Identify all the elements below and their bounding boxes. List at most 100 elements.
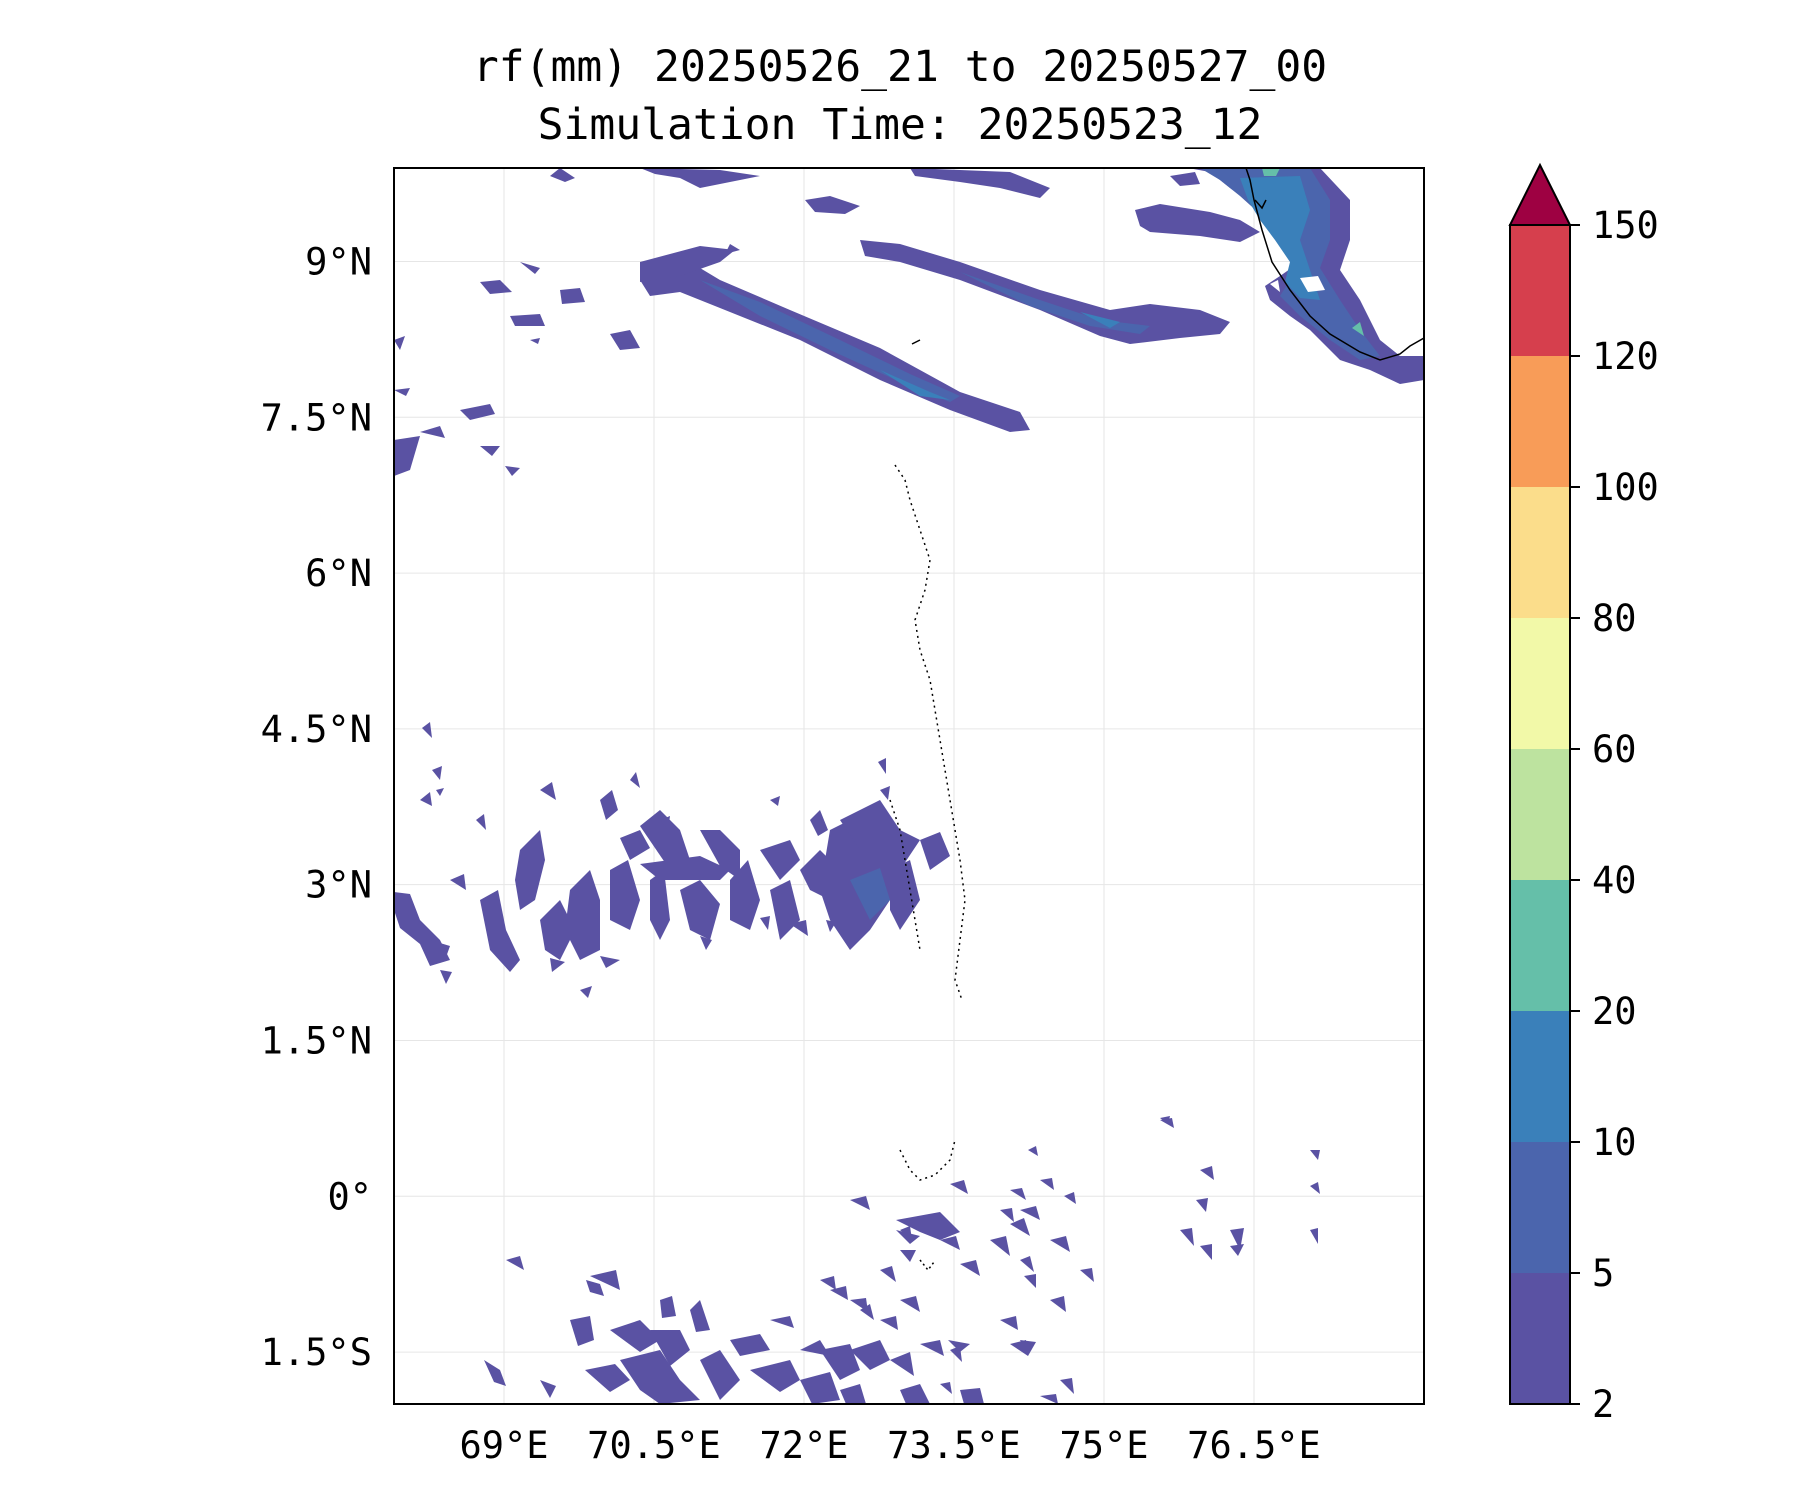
rain-band (394, 436, 420, 476)
rain-band (610, 330, 640, 350)
rain-band (850, 1298, 868, 1312)
rain-band (760, 840, 800, 880)
rain-band (620, 1350, 700, 1404)
rain-band (880, 786, 890, 800)
lon-tick-label: 69°E (459, 1424, 548, 1467)
rain-band (420, 426, 445, 438)
lat-tick-label: 7.5°N (261, 396, 372, 439)
rain-band (1200, 1166, 1214, 1180)
rain-band (900, 1384, 930, 1404)
rain-band (940, 1236, 960, 1250)
rain-band (580, 986, 592, 998)
rain-band (830, 1286, 848, 1300)
lon-tick-label: 75°E (1059, 1424, 1148, 1467)
rain-band (1000, 1208, 1014, 1222)
rain-band (896, 1230, 920, 1244)
rain-band (950, 1180, 968, 1194)
maldives-atolls (899, 1139, 956, 1181)
rain-band (900, 1296, 920, 1312)
rain-band (860, 240, 1230, 344)
colorbar-tick-label: 150 (1592, 204, 1659, 247)
rain-band (1000, 1316, 1018, 1330)
lat-tick-label: 9°N (305, 240, 372, 283)
rain-band (506, 1256, 524, 1270)
lat-tick-label: 3°N (305, 864, 372, 907)
rain-band (394, 388, 410, 396)
rain-band (878, 758, 886, 774)
rain-band (850, 1340, 890, 1370)
rain-band (770, 1316, 794, 1328)
rain-band (700, 1350, 740, 1400)
rain-band (850, 868, 890, 920)
colorbar-tick-label: 120 (1592, 335, 1659, 378)
colorbar: 2 5 10 20 40 60 80 100 120 150 (1508, 162, 1659, 1426)
colorbar-segment (1510, 1142, 1570, 1273)
colorbar-segment (1510, 1273, 1570, 1404)
rain-band (1010, 1218, 1030, 1236)
rain-band (940, 1382, 952, 1394)
rain-band (690, 1300, 710, 1332)
rain-band (420, 792, 432, 806)
rain-band (960, 1260, 980, 1276)
rain-band (805, 196, 860, 214)
rain-band (640, 810, 690, 870)
rain-band (700, 280, 960, 402)
rain-band (450, 874, 466, 890)
rain-band (1080, 1268, 1094, 1282)
rain-band (436, 788, 444, 796)
colorbar-segment (1510, 749, 1570, 880)
rain-band (820, 1344, 860, 1380)
rain-band (1352, 322, 1364, 336)
rain-band (515, 830, 545, 910)
rain-band (1010, 1340, 1028, 1356)
india-coastline (1245, 168, 1424, 361)
rainfall-contours (394, 168, 1424, 1404)
rain-band (484, 1360, 506, 1386)
maldives-atolls (911, 339, 921, 345)
rain-band (1080, 312, 1120, 328)
rain-band (1024, 1274, 1036, 1288)
rain-band (550, 958, 565, 972)
rain-band (586, 1280, 604, 1296)
india-coastline (1254, 199, 1267, 210)
maldives-atolls (889, 799, 921, 951)
colorbar-tick-label: 5 (1592, 1252, 1614, 1295)
rain-band (460, 404, 495, 420)
rain-band (990, 1236, 1010, 1256)
lon-tick-label: 76.5°E (1187, 1424, 1321, 1467)
rain-band (540, 1380, 556, 1398)
rain-band (960, 1388, 984, 1404)
coastlines (889, 168, 1424, 1272)
rain-band (585, 1364, 630, 1392)
lat-tick-label: 0° (327, 1175, 372, 1218)
rain-band (840, 800, 900, 860)
rain-band (1180, 1228, 1194, 1246)
rain-band (505, 466, 520, 476)
rain-band (1310, 1228, 1318, 1244)
colorbar-tick-label: 80 (1592, 597, 1637, 640)
map-frame (393, 167, 1425, 1405)
rain-band (1040, 1394, 1058, 1404)
colorbar-segment (1510, 618, 1570, 749)
colorbar-tick-label: 2 (1592, 1383, 1614, 1426)
rain-band (660, 816, 670, 830)
rain-band (660, 1296, 676, 1318)
colorbar-segment (1510, 356, 1570, 487)
rain-band (570, 1316, 594, 1346)
rain-band (1020, 1206, 1040, 1220)
rain-band (790, 920, 808, 936)
rain-band (840, 1384, 866, 1404)
rain-band (1200, 1244, 1212, 1260)
colorbar-segment (1510, 225, 1570, 356)
colorbar-tick-label: 100 (1592, 466, 1659, 509)
rain-band (480, 446, 500, 456)
rain-band (1135, 204, 1260, 242)
rain-band (1310, 1150, 1320, 1160)
lat-tick-label: 4.5°N (261, 708, 372, 751)
rain-band (1010, 1188, 1026, 1200)
rain-band (770, 796, 780, 806)
rain-band (680, 880, 720, 940)
rain-band (1060, 1378, 1074, 1394)
rain-band (565, 870, 600, 960)
